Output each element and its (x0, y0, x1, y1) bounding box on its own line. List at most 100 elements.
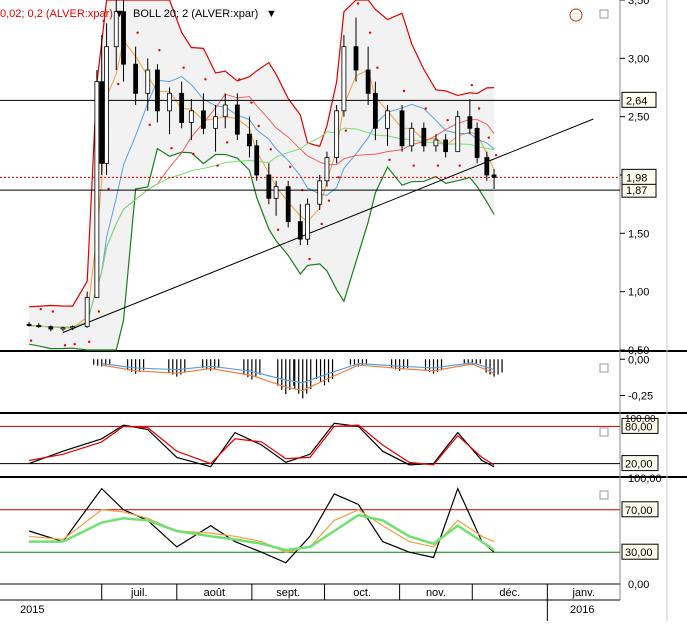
candle-body (48, 326, 54, 330)
sar-dot (117, 82, 120, 86)
candle-body (285, 186, 291, 223)
sar-dot (327, 199, 331, 202)
last-price-tag-label: 1,98 (626, 172, 647, 184)
sar-dot (320, 222, 323, 226)
stoch-level-tag (621, 417, 659, 434)
sar-dot (269, 148, 273, 151)
candle-body (341, 46, 347, 112)
candle-body (155, 69, 160, 112)
candle-body (455, 116, 461, 153)
candle-body (273, 186, 279, 199)
sar-dot (102, 19, 105, 23)
candle-body (145, 69, 151, 94)
level-tag-label: 2,64 (626, 95, 647, 107)
candle-body (385, 110, 390, 129)
candle-body (409, 127, 415, 147)
candle-body (201, 110, 206, 129)
rsi-y-tick-label: 0,00 (628, 579, 649, 591)
rsi-line (29, 513, 495, 552)
candle-body (474, 127, 480, 158)
sar-dot (446, 118, 449, 122)
sar-dot (136, 31, 139, 34)
candle-body (167, 92, 172, 112)
sar-dot (477, 107, 481, 110)
dropdown-icon-2[interactable]: ▼ (266, 8, 277, 20)
candle-body (84, 297, 90, 328)
candle-body (297, 221, 303, 240)
sar-dot (337, 176, 340, 179)
sar-dot (226, 141, 229, 144)
sar-dot (289, 165, 292, 169)
sar-dot (192, 152, 195, 156)
rsi-level-tag (621, 501, 659, 518)
candle-body (247, 133, 252, 147)
candle-body (433, 139, 439, 147)
month-label: juil. (130, 587, 148, 599)
sar-dot (376, 66, 379, 69)
sar-dot (238, 78, 241, 81)
window-icon (599, 363, 609, 373)
rsi-line (29, 509, 495, 553)
candle-body (491, 174, 497, 178)
sar-dot (158, 48, 161, 52)
y-tick-label: 3,00 (628, 53, 649, 65)
stoch-line (28, 422, 495, 468)
y-tick-label: 1,00 (628, 287, 649, 299)
candle-body (133, 63, 139, 94)
sar-dot (344, 129, 348, 132)
candle-body (121, 11, 126, 65)
candle-body (334, 110, 340, 158)
candle-body (324, 157, 330, 182)
candle-body (99, 81, 105, 164)
candle-body (188, 110, 194, 123)
y-tick-label: 1,50 (628, 228, 649, 240)
sar-dot (182, 66, 185, 69)
rsi-level-label: 30,00 (625, 547, 653, 559)
window-icon (599, 490, 609, 500)
sar-dot (257, 124, 260, 128)
sar-dot (148, 123, 151, 127)
sar-dot (97, 310, 101, 313)
macd-y-tick-label: 0,00 (628, 354, 649, 366)
macd-line (101, 362, 495, 384)
y-tick-label: 2,50 (628, 112, 649, 124)
sar-dot (308, 257, 311, 261)
candle-body (179, 92, 185, 123)
stoch-level-label: 80,00 (625, 421, 653, 433)
candle-body (94, 81, 100, 298)
sar-dot (436, 164, 440, 167)
bollinger-label: BOLL 20; 2 (ALVER:xpar) (133, 8, 259, 20)
candle-body (484, 157, 490, 176)
sar-dot (470, 83, 474, 87)
candle-body (399, 110, 405, 147)
clock-icon (569, 8, 583, 22)
rsi-level-tag (621, 543, 659, 560)
candle-body (266, 174, 272, 199)
sar-dot (276, 228, 280, 232)
macd-signal-line (101, 363, 495, 392)
candle-body (372, 92, 378, 129)
sar-dot (39, 307, 42, 311)
sar-dot (424, 107, 428, 110)
candle-body (213, 116, 218, 129)
sar-dot (170, 146, 173, 150)
y-tick-label: 0,50 (628, 345, 649, 357)
year-label: 2016 (570, 604, 594, 616)
sar-dot (388, 158, 391, 162)
dropdown-icon[interactable]: ▼ (114, 8, 125, 20)
candle-body (60, 327, 66, 330)
level-tag-box (621, 91, 657, 108)
window-icon (599, 427, 609, 437)
candle-body (234, 104, 240, 135)
y-tick-label: 3,50 (628, 0, 649, 7)
moving-average-xlong (29, 127, 495, 328)
sar-dot (494, 153, 498, 157)
candle-body (317, 180, 323, 205)
sar-dot (107, 187, 110, 191)
sar-dot (51, 310, 55, 313)
level-tag-label: 1,87 (626, 185, 647, 197)
year-label: 2015 (20, 604, 44, 616)
trendline (62, 118, 594, 333)
candle-body (365, 69, 371, 94)
